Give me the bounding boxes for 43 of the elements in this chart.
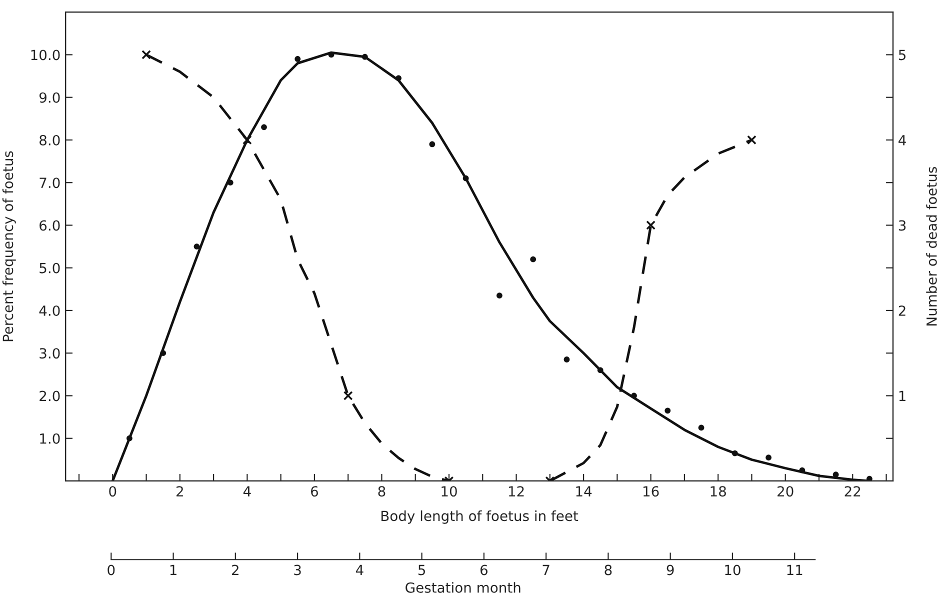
y-tick-label: 7.0 [40, 178, 60, 188]
y-tick-label: 5.0 [40, 262, 60, 274]
y-axis-title: Percent frequency of foetus [2, 151, 16, 342]
x2-tick-label: 4 [356, 564, 364, 576]
y2-tick-label: 4 [898, 135, 906, 146]
x2-tick-label: 8 [604, 564, 612, 576]
x-tick-label: 10 [442, 486, 457, 497]
x-tick-label: 0 [109, 486, 116, 497]
x2-tick-label: 11 [787, 564, 802, 576]
x-axis-title: Body length of foetus in feet [381, 510, 578, 524]
y-tick-label: 4.0 [39, 305, 60, 316]
x-tick-label: 2 [176, 486, 183, 496]
x2-tick-label: 7 [542, 564, 550, 576]
x2-tick-label: 5 [418, 564, 426, 576]
x-tick-label: 4 [243, 486, 251, 496]
x-tick-label: 22 [844, 486, 860, 496]
x-tick-label: 6 [311, 486, 318, 497]
y2-tick-label: 5 [898, 50, 906, 60]
x-tick-label: 18 [710, 486, 726, 497]
y-tick-label: 3.0 [40, 348, 60, 359]
y2-tick-label: 2 [898, 305, 906, 316]
y-tick-label: 2.0 [40, 390, 60, 402]
y-tick-label: 9.0 [39, 92, 60, 103]
x-tick-label: 12 [508, 486, 524, 496]
x2-tick-label: 9 [666, 564, 674, 576]
x2-tick-label: 1 [170, 564, 176, 576]
x2-tick-label: 3 [294, 564, 301, 576]
y-tick-label: 8.0 [40, 134, 60, 146]
y-tick-label: 1.0 [40, 433, 60, 444]
y-tick-label: 6.0 [40, 220, 60, 231]
y2-tick-label: 1 [899, 390, 906, 401]
y2-axis-title: Number of dead foetus [926, 166, 937, 326]
x-tick-label: 8 [378, 486, 386, 497]
x-tick-label: 14 [576, 486, 592, 496]
x-tick-label: 20 [778, 486, 794, 497]
x2-tick-label: 0 [108, 564, 115, 576]
x2-tick-label: 2 [232, 564, 238, 576]
x2-tick-label: 6 [480, 564, 488, 576]
x2-axis-title: Gestation month [406, 582, 520, 593]
x-tick-label: 16 [644, 486, 659, 497]
y2-tick-label: 3 [898, 220, 906, 231]
x2-tick-label: 10 [725, 564, 740, 576]
y-tick-label: 10.0 [31, 50, 60, 60]
